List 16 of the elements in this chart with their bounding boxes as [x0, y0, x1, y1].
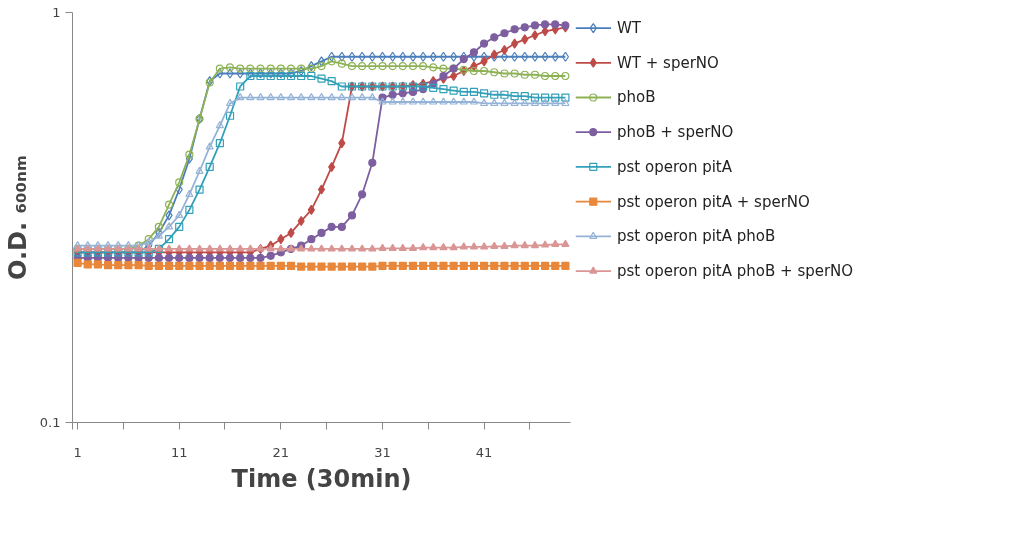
- legend-label: pst operon pitA: [616, 157, 733, 176]
- legend-label: phoB: [616, 88, 656, 107]
- legend-label: pst operon pitA + sperNO: [616, 192, 810, 211]
- x-tick-label: 41: [475, 444, 493, 460]
- y-axis-title: O.D. ₆₀₀ₙₘ: [3, 155, 32, 280]
- legend-label: WT: [616, 19, 642, 38]
- x-tick-label: 1: [73, 444, 82, 460]
- x-tick-label: 11: [170, 444, 188, 460]
- legend-label: pst operon pitA phoB: [616, 227, 776, 246]
- x-tick-label: 31: [374, 444, 391, 460]
- legend-label: WT + sperNO: [616, 53, 719, 72]
- x-tick-label: 21: [272, 444, 290, 460]
- x-axis-title: Time (30min): [231, 464, 412, 493]
- legend-label: phoB + sperNO: [616, 123, 734, 142]
- y-tick-label: 0.1: [39, 415, 61, 430]
- legend-label: pst operon pitA phoB + sperNO: [616, 262, 854, 281]
